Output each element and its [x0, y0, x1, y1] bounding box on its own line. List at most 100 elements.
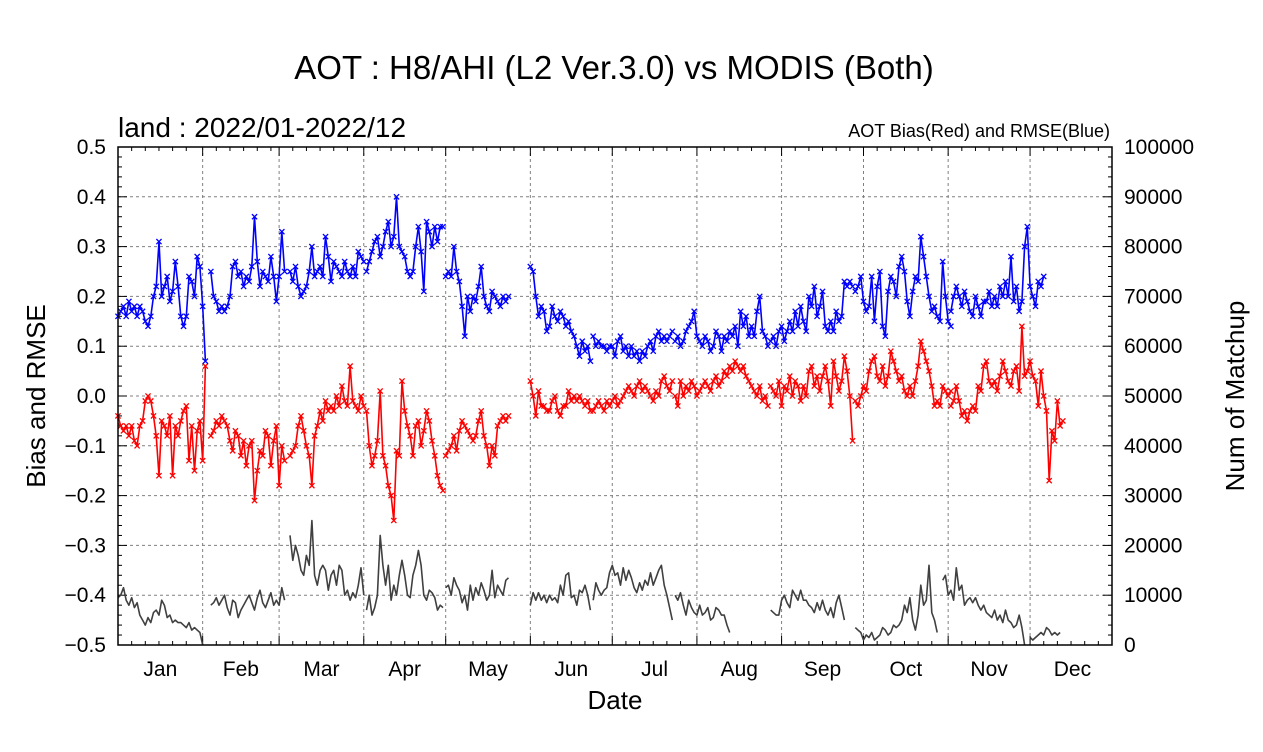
- bias-point: [1032, 378, 1039, 385]
- rmse-point: [377, 253, 384, 260]
- rmse-point: [915, 278, 922, 285]
- bias-point: [729, 368, 736, 375]
- matchup-line: [592, 564, 674, 621]
- rmse-point: [895, 263, 903, 270]
- bias-point: [712, 373, 720, 380]
- bias-point: [407, 432, 414, 439]
- bias-point: [745, 378, 752, 385]
- y-tick-label: 0.2: [77, 285, 106, 308]
- bias-point: [833, 373, 840, 380]
- bias-point: [224, 422, 231, 429]
- bias-point: [437, 482, 444, 489]
- bias-point: [262, 427, 269, 434]
- bias-point: [418, 442, 425, 449]
- rmse-point: [330, 258, 337, 265]
- rmse-point: [426, 228, 433, 235]
- bias-point: [816, 387, 823, 395]
- rmse-point: [267, 253, 274, 260]
- rmse-point: [723, 338, 731, 345]
- rmse-point: [327, 278, 335, 285]
- y-tick-label: −0.2: [65, 485, 106, 508]
- bias-point: [207, 432, 214, 439]
- rmse-point: [745, 333, 752, 340]
- rmse-point: [423, 218, 430, 225]
- rmse-point: [759, 328, 766, 335]
- rmse-point: [721, 333, 728, 340]
- bias-point: [1059, 417, 1066, 424]
- rmse-point: [786, 318, 793, 325]
- bias-point: [650, 397, 657, 405]
- bias-point: [549, 397, 556, 405]
- rmse-point: [551, 313, 558, 320]
- rmse-point: [773, 343, 780, 350]
- rmse-point: [505, 293, 512, 300]
- bias-point: [1027, 358, 1034, 365]
- rmse-point: [611, 353, 619, 360]
- bias-point: [131, 437, 138, 444]
- rmse-point: [702, 333, 709, 340]
- bias-point: [794, 382, 802, 390]
- rmse-point: [579, 338, 586, 345]
- rmse-point: [964, 298, 971, 305]
- rmse-point: [925, 293, 933, 300]
- bias-point: [246, 442, 253, 449]
- bias-point: [256, 447, 264, 454]
- rmse-point: [1024, 223, 1031, 230]
- rmse-point: [117, 308, 124, 315]
- bias-point: [964, 417, 971, 424]
- bias-point: [945, 392, 952, 400]
- x-tick-label: Aug: [721, 658, 758, 681]
- bias-point: [876, 378, 883, 385]
- rmse-point: [947, 308, 954, 315]
- bias-point: [155, 472, 163, 479]
- rmse-point: [756, 293, 763, 300]
- rmse-point: [139, 308, 146, 315]
- bias-point: [453, 447, 460, 454]
- bias-point: [988, 382, 995, 390]
- bias-point: [753, 392, 761, 400]
- rmse-point: [841, 278, 848, 285]
- bias-point: [923, 358, 930, 365]
- rmse-point: [819, 288, 826, 295]
- bias-point: [532, 412, 539, 419]
- bias-point: [792, 378, 799, 385]
- rmse-point: [317, 263, 324, 270]
- rmse-point: [625, 353, 632, 360]
- rmse-point: [1018, 298, 1025, 305]
- bias-point: [986, 378, 993, 385]
- bias-point: [980, 363, 987, 370]
- bias-point: [1048, 427, 1055, 434]
- rmse-point: [540, 308, 548, 315]
- bias-point: [846, 392, 853, 400]
- rmse-point: [483, 303, 490, 310]
- rmse-point: [256, 283, 264, 290]
- bias-point: [865, 368, 873, 375]
- bias-point: [175, 432, 182, 439]
- rmse-point: [715, 333, 722, 340]
- y-tick-label: 0.3: [77, 236, 106, 259]
- bias-point: [854, 402, 862, 410]
- rmse-point: [830, 328, 837, 335]
- rmse-point: [734, 343, 741, 350]
- rmse-point: [942, 293, 949, 300]
- bias-point: [751, 387, 758, 395]
- rmse-point: [497, 303, 504, 310]
- rmse-point: [150, 293, 157, 300]
- rmse-point: [658, 338, 665, 345]
- bias-point: [808, 363, 815, 370]
- bias-point: [1021, 373, 1028, 380]
- bias-point: [581, 402, 589, 410]
- rmse-point: [912, 273, 919, 280]
- rmse-point: [120, 303, 127, 310]
- bias-point: [762, 392, 769, 400]
- rmse-point: [762, 333, 769, 340]
- rmse-point: [805, 293, 812, 300]
- bias-point: [838, 378, 845, 385]
- bias-point: [797, 397, 804, 405]
- bias-point: [936, 402, 944, 410]
- bias-point: [535, 387, 542, 395]
- rmse-point: [445, 268, 452, 275]
- rmse-point: [308, 243, 315, 250]
- rmse-point: [486, 308, 493, 315]
- bias-point: [778, 402, 785, 410]
